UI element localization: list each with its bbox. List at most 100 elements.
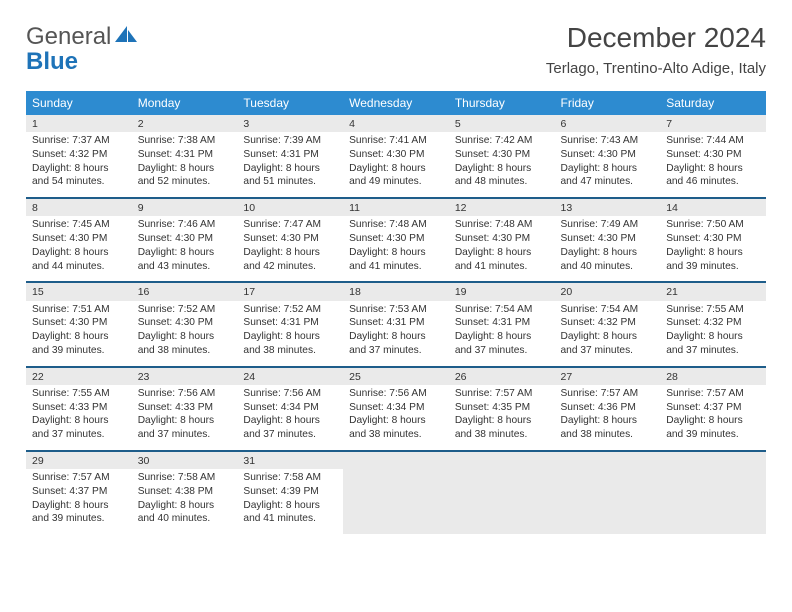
sunrise-text: Sunrise: 7:58 AM	[138, 471, 232, 485]
day-number-cell: 15	[26, 282, 132, 300]
daylight-text-1: Daylight: 8 hours	[138, 246, 232, 260]
day-content-cell: Sunrise: 7:41 AMSunset: 4:30 PMDaylight:…	[343, 132, 449, 198]
sunset-text: Sunset: 4:30 PM	[666, 148, 760, 162]
sunset-text: Sunset: 4:30 PM	[561, 232, 655, 246]
sunset-text: Sunset: 4:33 PM	[138, 401, 232, 415]
day-number-cell: 12	[449, 198, 555, 216]
daylight-text-2: and 38 minutes.	[455, 428, 549, 442]
day-content-cell: Sunrise: 7:50 AMSunset: 4:30 PMDaylight:…	[660, 216, 766, 282]
day-content-cell: Sunrise: 7:56 AMSunset: 4:34 PMDaylight:…	[343, 385, 449, 451]
daylight-text-2: and 37 minutes.	[561, 344, 655, 358]
sunset-text: Sunset: 4:31 PM	[349, 316, 443, 330]
week-daynum-row: 293031	[26, 451, 766, 469]
sunrise-text: Sunrise: 7:48 AM	[455, 218, 549, 232]
daylight-text-2: and 43 minutes.	[138, 260, 232, 274]
sunset-text: Sunset: 4:31 PM	[243, 148, 337, 162]
day-content-cell	[555, 469, 661, 534]
day-number-cell: 31	[237, 451, 343, 469]
daylight-text-1: Daylight: 8 hours	[349, 162, 443, 176]
col-wednesday: Wednesday	[343, 91, 449, 115]
sunrise-text: Sunrise: 7:57 AM	[32, 471, 126, 485]
sunset-text: Sunset: 4:31 PM	[243, 316, 337, 330]
day-content-cell: Sunrise: 7:58 AMSunset: 4:38 PMDaylight:…	[132, 469, 238, 534]
daylight-text-2: and 38 minutes.	[138, 344, 232, 358]
day-content-cell: Sunrise: 7:49 AMSunset: 4:30 PMDaylight:…	[555, 216, 661, 282]
daylight-text-1: Daylight: 8 hours	[138, 162, 232, 176]
day-content-cell: Sunrise: 7:56 AMSunset: 4:33 PMDaylight:…	[132, 385, 238, 451]
daylight-text-1: Daylight: 8 hours	[138, 499, 232, 513]
daylight-text-1: Daylight: 8 hours	[455, 162, 549, 176]
daylight-text-2: and 54 minutes.	[32, 175, 126, 189]
daylight-text-1: Daylight: 8 hours	[666, 246, 760, 260]
week-daynum-row: 891011121314	[26, 198, 766, 216]
daylight-text-1: Daylight: 8 hours	[243, 162, 337, 176]
sunrise-text: Sunrise: 7:54 AM	[561, 303, 655, 317]
daylight-text-2: and 52 minutes.	[138, 175, 232, 189]
day-content-cell: Sunrise: 7:57 AMSunset: 4:36 PMDaylight:…	[555, 385, 661, 451]
daylight-text-1: Daylight: 8 hours	[138, 414, 232, 428]
sunset-text: Sunset: 4:37 PM	[666, 401, 760, 415]
day-content-cell	[660, 469, 766, 534]
sunset-text: Sunset: 4:31 PM	[138, 148, 232, 162]
sunrise-text: Sunrise: 7:58 AM	[243, 471, 337, 485]
daylight-text-1: Daylight: 8 hours	[243, 330, 337, 344]
day-number-cell: 14	[660, 198, 766, 216]
day-number-cell: 13	[555, 198, 661, 216]
sunrise-text: Sunrise: 7:45 AM	[32, 218, 126, 232]
week-content-row: Sunrise: 7:45 AMSunset: 4:30 PMDaylight:…	[26, 216, 766, 282]
week-content-row: Sunrise: 7:55 AMSunset: 4:33 PMDaylight:…	[26, 385, 766, 451]
day-content-cell: Sunrise: 7:52 AMSunset: 4:31 PMDaylight:…	[237, 301, 343, 367]
day-content-cell: Sunrise: 7:54 AMSunset: 4:31 PMDaylight:…	[449, 301, 555, 367]
weekday-header-row: Sunday Monday Tuesday Wednesday Thursday…	[26, 91, 766, 115]
day-content-cell: Sunrise: 7:57 AMSunset: 4:37 PMDaylight:…	[26, 469, 132, 534]
header: General Blue December 2024 Terlago, Tren…	[26, 22, 766, 77]
daylight-text-2: and 37 minutes.	[455, 344, 549, 358]
day-content-cell: Sunrise: 7:48 AMSunset: 4:30 PMDaylight:…	[449, 216, 555, 282]
daylight-text-2: and 46 minutes.	[666, 175, 760, 189]
daylight-text-1: Daylight: 8 hours	[138, 330, 232, 344]
day-content-cell: Sunrise: 7:42 AMSunset: 4:30 PMDaylight:…	[449, 132, 555, 198]
sunrise-text: Sunrise: 7:46 AM	[138, 218, 232, 232]
daylight-text-2: and 37 minutes.	[32, 428, 126, 442]
day-content-cell: Sunrise: 7:57 AMSunset: 4:35 PMDaylight:…	[449, 385, 555, 451]
daylight-text-1: Daylight: 8 hours	[243, 414, 337, 428]
sunrise-text: Sunrise: 7:42 AM	[455, 134, 549, 148]
sunrise-text: Sunrise: 7:39 AM	[243, 134, 337, 148]
sunset-text: Sunset: 4:30 PM	[455, 232, 549, 246]
daylight-text-1: Daylight: 8 hours	[561, 246, 655, 260]
day-number-cell: 27	[555, 367, 661, 385]
daylight-text-2: and 41 minutes.	[349, 260, 443, 274]
day-number-cell: 6	[555, 115, 661, 132]
sunrise-text: Sunrise: 7:49 AM	[561, 218, 655, 232]
sunset-text: Sunset: 4:30 PM	[243, 232, 337, 246]
brand-sail-icon	[113, 24, 139, 46]
sunrise-text: Sunrise: 7:53 AM	[349, 303, 443, 317]
day-content-cell: Sunrise: 7:55 AMSunset: 4:32 PMDaylight:…	[660, 301, 766, 367]
col-friday: Friday	[555, 91, 661, 115]
calendar-table: Sunday Monday Tuesday Wednesday Thursday…	[26, 91, 766, 534]
sunset-text: Sunset: 4:37 PM	[32, 485, 126, 499]
day-number-cell: 24	[237, 367, 343, 385]
sunrise-text: Sunrise: 7:41 AM	[349, 134, 443, 148]
day-content-cell: Sunrise: 7:37 AMSunset: 4:32 PMDaylight:…	[26, 132, 132, 198]
sunset-text: Sunset: 4:30 PM	[561, 148, 655, 162]
daylight-text-1: Daylight: 8 hours	[32, 162, 126, 176]
daylight-text-2: and 41 minutes.	[455, 260, 549, 274]
day-content-cell: Sunrise: 7:39 AMSunset: 4:31 PMDaylight:…	[237, 132, 343, 198]
month-title: December 2024	[546, 22, 766, 54]
sunrise-text: Sunrise: 7:47 AM	[243, 218, 337, 232]
day-number-cell: 28	[660, 367, 766, 385]
daylight-text-2: and 39 minutes.	[32, 512, 126, 526]
title-block: December 2024 Terlago, Trentino-Alto Adi…	[546, 22, 766, 77]
sunset-text: Sunset: 4:39 PM	[243, 485, 337, 499]
daylight-text-2: and 49 minutes.	[349, 175, 443, 189]
daylight-text-1: Daylight: 8 hours	[455, 330, 549, 344]
day-content-cell: Sunrise: 7:57 AMSunset: 4:37 PMDaylight:…	[660, 385, 766, 451]
sunset-text: Sunset: 4:30 PM	[138, 232, 232, 246]
day-number-cell: 29	[26, 451, 132, 469]
week-content-row: Sunrise: 7:37 AMSunset: 4:32 PMDaylight:…	[26, 132, 766, 198]
day-number-cell: 9	[132, 198, 238, 216]
day-number-cell	[555, 451, 661, 469]
day-number-cell	[449, 451, 555, 469]
sunrise-text: Sunrise: 7:37 AM	[32, 134, 126, 148]
